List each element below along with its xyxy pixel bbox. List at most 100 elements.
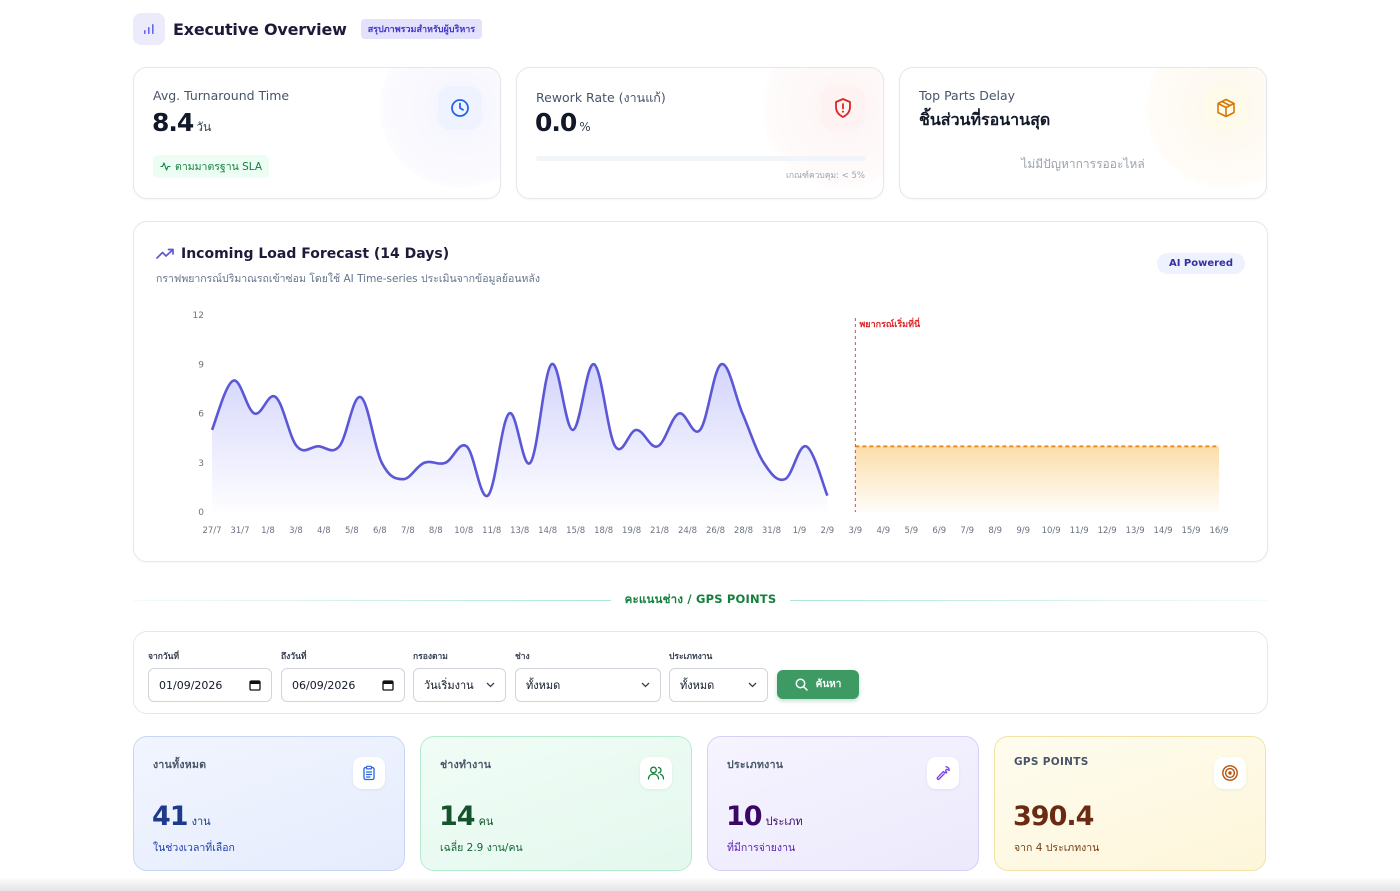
technician-group: ช่าง ทั้งหมด <box>515 649 661 702</box>
y-axis: 0 3 6 9 12 <box>193 311 205 518</box>
page-title: Executive Overview <box>173 20 347 39</box>
kpi-number: 8.4 <box>152 108 193 137</box>
bar-chart-icon <box>133 13 165 45</box>
x-tick-label: 10/9 <box>1042 526 1061 536</box>
stat-unit: งาน <box>192 815 211 828</box>
shield-alert-icon <box>821 86 865 130</box>
search-button[interactable]: ค้นหา <box>777 670 859 699</box>
parts-title: ชิ้นส่วนที่รอนานสุด <box>919 108 1050 133</box>
from-date-label: จากวันที่ <box>148 649 272 663</box>
x-tick-label: 14/8 <box>538 526 557 536</box>
page-header: Executive Overview สรุปภาพรวมสำหรับผู้บร… <box>133 12 482 46</box>
x-tick-label: 1/8 <box>261 526 275 536</box>
x-tick-label: 13/8 <box>510 526 529 536</box>
x-tick-label: 21/8 <box>650 526 669 536</box>
stat-card-jobs: งานทั้งหมด 41 งาน ในช่วงเวลาที่เลือก <box>133 736 405 871</box>
divider-line <box>133 600 611 601</box>
kpi-value: 0.0% <box>535 108 591 137</box>
filter-by-value: วันเริ่มงาน <box>424 676 474 694</box>
x-tick-label: 16/9 <box>1209 526 1228 536</box>
x-tick-label: 28/8 <box>734 526 753 536</box>
kpi-label: Avg. Turnaround Time <box>153 88 289 103</box>
activity-icon <box>160 162 171 171</box>
job-type-group: ประเภทงาน ทั้งหมด <box>669 649 768 702</box>
y-tick-label: 0 <box>198 508 204 518</box>
x-tick-label: 5/8 <box>345 526 359 536</box>
technician-select[interactable]: ทั้งหมด <box>515 668 661 702</box>
x-tick-label: 7/9 <box>960 526 974 536</box>
section-title: คะแนนช่าง / GPS POINTS <box>611 591 791 609</box>
x-tick-label: 11/8 <box>482 526 501 536</box>
x-axis: 27/7 31/7 1/8 3/8 4/8 5/8 6/8 7/8 8/8 10/8 11/8 13/… <box>202 526 1228 536</box>
stat-value: 390.4 <box>1013 801 1097 832</box>
kpi-label: Rework Rate (งานแก้) <box>536 88 666 108</box>
stat-label: GPS POINTS <box>1014 756 1089 768</box>
chevron-down-icon <box>486 682 495 688</box>
search-button-label: ค้นหา <box>816 677 842 692</box>
x-tick-label: 1/9 <box>793 526 807 536</box>
stat-card-gps: GPS POINTS 390.4 จาก 4 ประเภทงาน <box>994 736 1266 871</box>
sla-text: ตามมาตรฐาน SLA <box>175 158 262 175</box>
x-tick-label: 27/7 <box>202 526 221 536</box>
from-date-value: 01/09/2026 <box>159 679 222 692</box>
x-tick-label: 6/9 <box>932 526 946 536</box>
from-date-group: จากวันที่ 01/09/2026 <box>148 649 272 702</box>
stat-value: 14 คน <box>439 801 493 832</box>
bottom-fade <box>0 877 1400 891</box>
chevron-down-icon <box>641 682 650 688</box>
target-icon <box>1214 757 1246 789</box>
calendar-icon[interactable] <box>382 679 394 691</box>
kpi-unit: % <box>579 120 590 134</box>
x-tick-label: 15/9 <box>1181 526 1200 536</box>
stat-subtext: ที่มีการจ่ายงาน <box>727 839 795 856</box>
x-tick-label: 31/7 <box>230 526 249 536</box>
x-tick-label: 4/9 <box>876 526 890 536</box>
y-tick-label: 12 <box>193 311 204 321</box>
x-tick-label: 15/8 <box>566 526 585 536</box>
forecast-start-label: พยากรณ์เริ่มที่นี่ <box>859 317 921 330</box>
x-tick-label: 10/8 <box>454 526 473 536</box>
from-date-input[interactable]: 01/09/2026 <box>148 668 272 702</box>
kpi-label: Top Parts Delay <box>919 88 1015 103</box>
rework-progress-bar <box>536 156 866 161</box>
section-divider: คะแนนช่าง / GPS POINTS <box>133 590 1268 610</box>
users-icon <box>640 757 672 789</box>
job-type-value: ทั้งหมด <box>680 676 714 694</box>
to-date-label: ถึงวันที่ <box>281 649 405 663</box>
job-type-select[interactable]: ทั้งหมด <box>669 668 768 702</box>
chevron-down-icon <box>748 682 757 688</box>
x-tick-label: 5/9 <box>904 526 918 536</box>
y-tick-label: 6 <box>198 410 204 420</box>
x-tick-label: 14/9 <box>1154 526 1173 536</box>
technician-label: ช่าง <box>515 649 661 663</box>
forecast-area <box>855 446 1219 512</box>
calendar-icon[interactable] <box>249 679 261 691</box>
stat-card-types: ประเภทงาน 10 ประเภท ที่มีการจ่ายงาน <box>707 736 979 871</box>
stat-number: 390.4 <box>1013 801 1093 832</box>
technician-value: ทั้งหมด <box>526 676 560 694</box>
x-tick-label: 7/8 <box>401 526 415 536</box>
to-date-input[interactable]: 06/09/2026 <box>281 668 405 702</box>
filter-by-select[interactable]: วันเริ่มงาน <box>413 668 506 702</box>
y-tick-label: 3 <box>198 459 204 469</box>
x-tick-label: 12/9 <box>1098 526 1117 536</box>
job-type-label: ประเภทงาน <box>669 649 768 663</box>
stat-label: ประเภทงาน <box>727 756 783 773</box>
x-tick-label: 3/9 <box>849 526 863 536</box>
kpi-number: 0.0 <box>535 108 576 137</box>
threshold-text: เกณฑ์ควบคุม: < 5% <box>786 168 865 182</box>
to-date-group: ถึงวันที่ 06/09/2026 <box>281 649 405 702</box>
x-tick-label: 2/9 <box>821 526 835 536</box>
x-tick-label: 26/8 <box>706 526 725 536</box>
divider-line <box>790 600 1268 601</box>
parts-empty-state: ไม่มีปัญหาการรออะไหล่ <box>900 155 1266 174</box>
kpi-rework-card: Rework Rate (งานแก้) 0.0% เกณฑ์ควบคุม: <… <box>516 67 884 199</box>
filter-card: จากวันที่ 01/09/2026 ถึงวันที่ 06/09/202… <box>133 631 1268 714</box>
stat-number: 10 <box>726 801 762 832</box>
stat-subtext: จาก 4 ประเภทงาน <box>1014 839 1099 856</box>
stat-number: 14 <box>439 801 475 832</box>
package-icon <box>1204 86 1248 130</box>
y-tick-label: 9 <box>198 360 204 370</box>
kpi-turnaround-card: Avg. Turnaround Time 8.4 วัน ตามมาตรฐาน S… <box>133 67 501 199</box>
kpi-value: 8.4 วัน <box>152 108 211 137</box>
